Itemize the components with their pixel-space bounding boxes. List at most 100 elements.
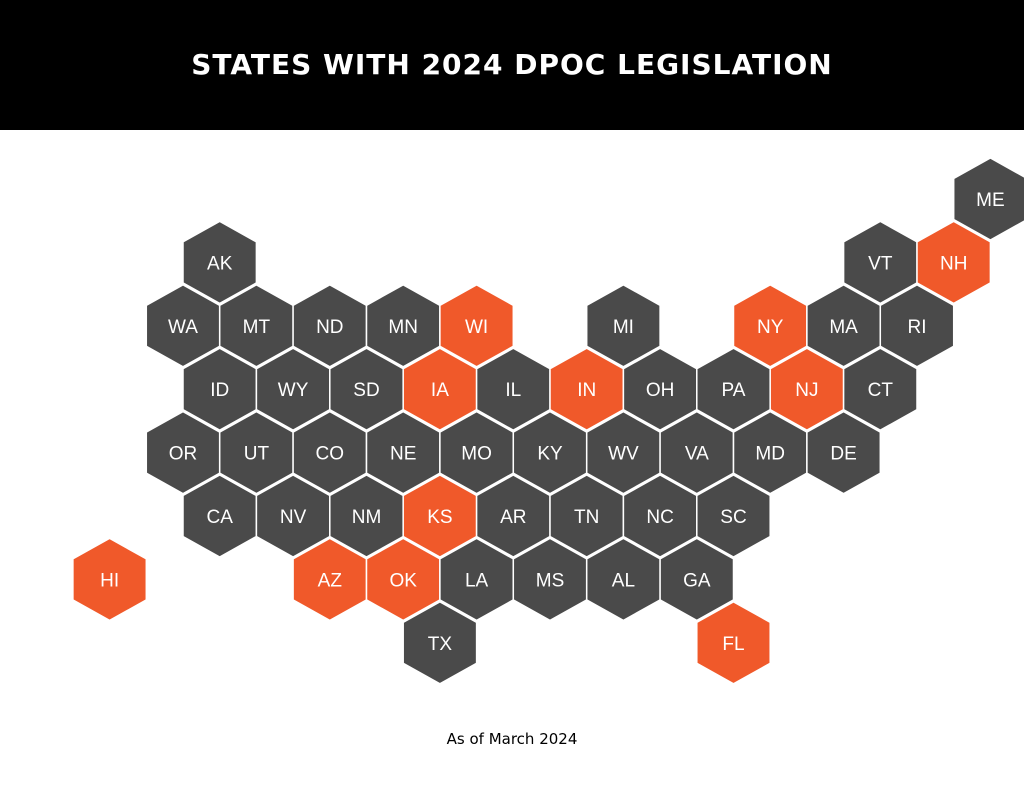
state-hex-ar: AR	[475, 474, 551, 558]
page-title: STATES WITH 2024 DPOC LEGISLATION	[191, 47, 833, 81]
state-label: MI	[613, 317, 634, 338]
state-label: NC	[646, 507, 673, 528]
state-label: MT	[243, 317, 271, 338]
state-label: KS	[427, 507, 452, 528]
state-hex-me: ME	[952, 157, 1024, 241]
state-label: AL	[612, 570, 635, 591]
state-hex-shape	[72, 537, 148, 622]
state-label: OH	[646, 380, 675, 401]
state-hex-nv: NV	[255, 474, 331, 558]
state-label: WV	[608, 444, 639, 465]
state-hex-shape	[585, 283, 661, 368]
state-hex-nm: NM	[329, 474, 404, 558]
state-hex-shape	[182, 220, 258, 305]
state-hex-sc: SC	[696, 474, 771, 558]
state-hex-ms: MS	[512, 537, 588, 622]
state-label: MN	[388, 317, 418, 338]
state-label: PA	[722, 380, 746, 401]
state-label: CA	[206, 507, 233, 528]
state-label: OR	[169, 444, 198, 465]
state-label: NM	[352, 507, 382, 528]
state-hex-la: LA	[439, 537, 515, 622]
state-label: WA	[168, 317, 198, 338]
state-label: AR	[500, 507, 526, 528]
state-hex-ut: UT	[218, 410, 294, 495]
state-label: UT	[244, 444, 270, 465]
state-label: ND	[316, 317, 343, 338]
state-label: ME	[976, 190, 1005, 211]
state-hex-shape	[696, 600, 771, 685]
state-hex-ma: MA	[806, 283, 882, 368]
state-hex-ga: GA	[659, 537, 735, 622]
state-label: ID	[210, 380, 229, 401]
state-label: HI	[100, 570, 119, 591]
state-label: CT	[868, 380, 894, 401]
state-label: IN	[577, 380, 596, 401]
state-label: AZ	[318, 570, 343, 591]
state-label: NY	[757, 317, 784, 338]
state-hex-mo: MO	[439, 410, 515, 495]
state-label: CO	[316, 444, 345, 465]
state-hex-de: DE	[806, 410, 882, 495]
state-label: VT	[868, 253, 893, 274]
state-hex-mi: MI	[585, 283, 661, 368]
state-label: TN	[574, 507, 599, 528]
state-label: RI	[908, 317, 927, 338]
state-hex-wi: WI	[439, 283, 515, 368]
state-label: LA	[465, 570, 489, 591]
state-label: MO	[461, 444, 492, 465]
state-label: GA	[683, 570, 711, 591]
state-label: KY	[537, 444, 563, 465]
state-hex-shape	[806, 410, 882, 495]
state-hex-pa: PA	[696, 347, 771, 432]
state-hex-or: OR	[145, 410, 221, 495]
state-label: OK	[389, 570, 417, 591]
state-hex-ak: AK	[182, 220, 258, 305]
state-hex-ct: CT	[842, 347, 918, 432]
state-hex-shape	[439, 283, 515, 368]
state-hex-ny: NY	[732, 283, 808, 368]
state-hex-shape	[879, 283, 955, 368]
state-hex-ky: KY	[512, 410, 588, 495]
title-banner: STATES WITH 2024 DPOC LEGISLATION	[0, 0, 1024, 130]
state-label: VA	[685, 444, 709, 465]
state-hex-fl: FL	[696, 600, 771, 685]
state-label: MA	[829, 317, 858, 338]
state-hex-ca: CA	[182, 474, 258, 558]
state-hex-mt: MT	[218, 283, 294, 368]
state-hex-nh: NH	[916, 220, 992, 305]
state-hex-az: AZ	[292, 537, 368, 622]
state-label: NV	[280, 507, 307, 528]
footnote: As of March 2024	[446, 730, 578, 748]
state-hex-shape	[659, 537, 735, 622]
state-hex-shape	[696, 474, 771, 558]
state-hex-ks: KS	[402, 474, 478, 558]
state-label: MD	[755, 444, 785, 465]
state-hex-shape	[842, 347, 918, 432]
state-hex-shape	[402, 600, 478, 685]
state-label: WY	[278, 380, 309, 401]
state-label: IL	[505, 380, 521, 401]
state-label: IA	[431, 380, 449, 401]
state-hex-in: IN	[549, 347, 625, 432]
state-label: FL	[722, 634, 744, 655]
state-label: NE	[390, 444, 416, 465]
state-hex-hi: HI	[72, 537, 148, 622]
state-label: SD	[353, 380, 379, 401]
state-label: TX	[428, 634, 453, 655]
state-label: DE	[830, 444, 856, 465]
state-hex-oh: OH	[622, 347, 698, 432]
state-label: SC	[720, 507, 746, 528]
state-hex-il: IL	[475, 347, 551, 432]
state-hex-tn: TN	[549, 474, 625, 558]
state-hex-tx: TX	[402, 600, 478, 685]
state-hex-shape	[916, 220, 992, 305]
state-label: MS	[536, 570, 565, 591]
state-hex-ri: RI	[879, 283, 955, 368]
state-label: NH	[940, 253, 967, 274]
state-hex-shape	[952, 157, 1024, 241]
state-label: AK	[207, 253, 233, 274]
state-label: WI	[465, 317, 488, 338]
state-label: NJ	[795, 380, 818, 401]
